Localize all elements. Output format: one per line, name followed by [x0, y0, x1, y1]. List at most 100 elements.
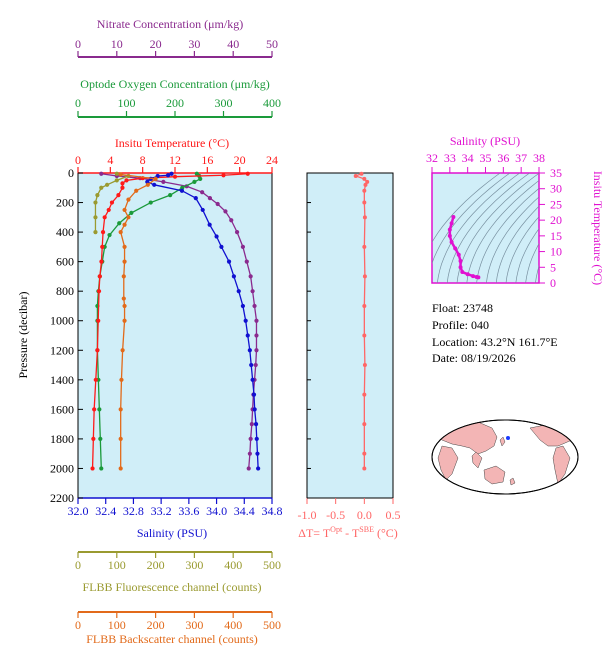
- pressure-tick-label: 600: [56, 255, 74, 269]
- backscatter-point: [122, 318, 127, 323]
- salinity-point: [200, 207, 205, 213]
- delta-t-point: [362, 451, 367, 456]
- oxygen-tick-label: 100: [118, 96, 136, 110]
- oxygen-point: [168, 193, 173, 198]
- temperature-profile-line: [91, 173, 248, 469]
- ts-isopycnal: [466, 180, 539, 283]
- fluorescence-tick-label: 100: [108, 558, 126, 572]
- backscatter-point: [153, 176, 158, 182]
- pressure-tick-label: 1400: [50, 373, 74, 387]
- main-plot-area: [77, 172, 273, 499]
- salinity-point: [179, 188, 185, 193]
- salinity-point: [219, 244, 224, 249]
- ts-point: [447, 227, 452, 232]
- ts-isopycnal: [486, 196, 539, 283]
- oxygen-point: [192, 179, 197, 184]
- oxygen-axis: Optode Oxygen Concentration (μm/kg) 0 100…: [75, 77, 281, 118]
- nitrate-point: [234, 229, 240, 235]
- nitrate-tick-label: 30: [188, 37, 200, 51]
- salinity-point: [236, 289, 241, 294]
- temperature-point: [109, 200, 115, 205]
- ts-diagram: Salinity (PSU) 32 33 34 35 36 37 38 0 510 15 20 25…: [426, 134, 605, 290]
- oxygen-point: [198, 176, 203, 182]
- main-plot: Insitu Temperature (°C) 0 4 8 12 16 20 24 32.0…: [16, 136, 283, 540]
- float-id: Float: 23748: [432, 301, 494, 315]
- float-location: Location: 43.2°N 161.7°E: [432, 335, 558, 349]
- nitrate-tick-label: 20: [150, 37, 162, 51]
- nitrate-point: [254, 333, 259, 338]
- ts-isopycnal: [476, 187, 539, 283]
- delta-t-point: [362, 392, 367, 397]
- delta-t-tick-label: 0.5: [386, 508, 401, 522]
- ts-point: [449, 221, 454, 226]
- delta-t-point: [362, 215, 367, 220]
- backscatter-point: [122, 259, 127, 264]
- temperature-point: [90, 466, 95, 471]
- salinity-point: [252, 407, 257, 412]
- salinity-point: [254, 436, 259, 442]
- ts-salinity-axis-label: Salinity (PSU): [450, 134, 520, 148]
- nitrate-point: [254, 318, 259, 323]
- ts-isopycnal: [525, 243, 539, 283]
- pressure-tick-label: 1800: [50, 432, 74, 446]
- backscatter-point: [126, 197, 131, 202]
- ts-temperature-tick-label: 30: [550, 182, 562, 196]
- salinity-tick-label: 32.4: [95, 504, 116, 518]
- salinity-point: [251, 392, 257, 397]
- oxygen-tick-label: 400: [263, 96, 281, 110]
- fluorescence-point: [93, 229, 98, 235]
- ts-point: [465, 272, 470, 277]
- delta-t-point: [365, 179, 370, 184]
- salinity-point: [249, 362, 254, 368]
- nitrate-point: [250, 289, 255, 294]
- delta-t-axis-label: ΔT= TOpt - TSBE (°C): [298, 525, 398, 540]
- nitrate-point: [254, 348, 259, 353]
- backscatter-axis: 0 100 200 300 400 500 FLBB Backscatter channe…: [75, 611, 281, 646]
- fluorescence-tick-label: 500: [263, 558, 281, 572]
- salinity-point: [253, 422, 259, 427]
- ts-temperature-tick-label: 20: [550, 213, 562, 227]
- backscatter-point: [122, 207, 127, 213]
- ts-salinity-tick-label: 37: [515, 151, 527, 165]
- salinity-tick-label: 34.4: [234, 504, 255, 518]
- ts-point: [447, 233, 452, 238]
- salinity-point: [240, 303, 245, 309]
- temperature-point: [106, 207, 111, 213]
- nitrate-point: [246, 466, 251, 471]
- fluorescence-tick-label: 300: [185, 558, 203, 572]
- backscatter-point: [118, 436, 123, 442]
- fluorescence-point: [99, 185, 104, 190]
- ts-point: [451, 215, 456, 219]
- fluorescence-point: [114, 171, 119, 176]
- ts-isopycnal: [432, 173, 511, 265]
- fluorescence-point: [95, 193, 100, 198]
- ts-temperature-axis-label: Insitu Temperature (°C): [591, 171, 605, 285]
- backscatter-point: [121, 296, 126, 301]
- fluorescence-axis: 0 100 200 300 400 500 FLBB Fluorescence chann…: [75, 551, 281, 594]
- ts-salinity-tick-label: 35: [480, 151, 492, 165]
- ts-plot-area: [431, 172, 540, 284]
- salinity-tick-label: 33.6: [178, 504, 199, 518]
- backscatter-point: [118, 229, 123, 235]
- temperature-point: [91, 436, 96, 442]
- fluorescence-point: [93, 200, 98, 205]
- ts-isopycnal: [515, 228, 539, 283]
- salinity-point: [247, 348, 252, 353]
- backscatter-axis-label: FLBB Backscatter channel (counts): [86, 632, 258, 646]
- oxygen-point: [117, 221, 122, 226]
- salinity-axis-label: Salinity (PSU): [137, 526, 207, 540]
- temperature-tick-label: 24: [266, 153, 278, 167]
- nitrate-tick-label: 0: [75, 37, 81, 51]
- salinity-point: [243, 318, 248, 323]
- nitrate-axis-label: Nitrate Concentration (μm/kg): [97, 17, 243, 31]
- temperature-tick-label: 0: [75, 153, 81, 167]
- salinity-tick-label: 32.0: [68, 504, 89, 518]
- nitrate-tick-label: 50: [266, 37, 278, 51]
- nitrate-point: [99, 171, 104, 176]
- delta-t-point: [362, 422, 367, 427]
- nitrate-tick-label: 40: [227, 37, 239, 51]
- nitrate-point: [244, 259, 249, 264]
- delta-t-tick-label: -1.0: [298, 508, 317, 522]
- delta-t-point: [362, 188, 367, 193]
- nitrate-point: [252, 303, 257, 309]
